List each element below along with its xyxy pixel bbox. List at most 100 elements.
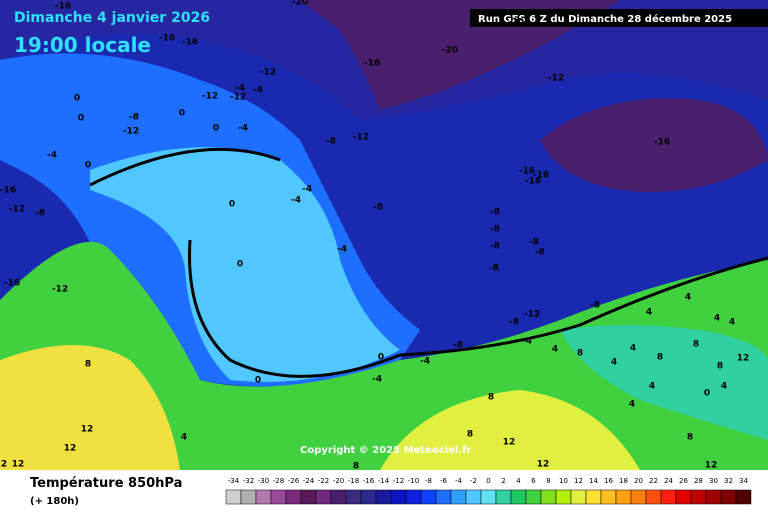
colorbar-label: -6 <box>440 477 448 485</box>
contour-label: 8 <box>693 340 699 350</box>
contour-label: -8 <box>326 137 336 147</box>
run-info: Run GFS 6 Z du Dimanche 28 décembre 2025 <box>478 13 732 25</box>
colorbar-label: 10 <box>559 477 568 485</box>
colorbar-label: -26 <box>288 477 300 485</box>
contour-label: 8 <box>85 360 91 370</box>
contour-label: -4 <box>235 84 245 94</box>
contour-label: -8 <box>490 225 500 235</box>
colorbar-label: -10 <box>408 477 419 485</box>
colorbar-swatch <box>555 489 572 505</box>
contour-label: -4 <box>253 86 263 96</box>
contour-label: 4 <box>629 400 635 410</box>
colorbar-swatch <box>465 489 482 505</box>
contour-label: -8 <box>35 209 45 219</box>
colorbar-swatch <box>390 489 407 505</box>
contour-label: -12 <box>230 93 246 103</box>
colorbar-swatch <box>645 489 662 505</box>
colorbar-label: 14 <box>589 477 598 485</box>
contour-label: 2 <box>1 460 7 470</box>
colorbar-label: 16 <box>604 477 613 485</box>
colorbar-swatch <box>690 489 707 505</box>
colorbar-label: 28 <box>694 477 703 485</box>
colorbar-swatch <box>360 489 377 505</box>
colorbar-label: -20 <box>333 477 344 485</box>
contour-label: 12 <box>64 444 77 454</box>
contour-label: -8 <box>489 264 499 274</box>
contour-label: 0 <box>378 353 384 363</box>
colorbar-label: 6 <box>531 477 536 485</box>
contour-label: 12 <box>503 438 516 448</box>
colorbar-label: -18 <box>348 477 359 485</box>
colorbar-swatch <box>525 489 542 505</box>
contour-label: -8 <box>490 208 500 218</box>
colorbar-label: 4 <box>516 477 521 485</box>
contour-label: 4 <box>181 433 187 443</box>
zero-isotherm <box>89 147 768 378</box>
contour-label: 8 <box>488 393 494 403</box>
forecast-time: 19:00 locale <box>14 33 151 57</box>
contour-label: 8 <box>717 362 723 372</box>
contour-label: 8 <box>657 353 663 363</box>
contour-label: 0 <box>213 124 219 134</box>
contour-label: -12 <box>260 68 276 78</box>
colorbar-label: -2 <box>470 477 477 485</box>
colorbar-label: 26 <box>679 477 688 485</box>
colorbar-swatch <box>585 489 602 505</box>
warmer-region <box>0 345 180 470</box>
contour-label: 0 <box>78 114 84 124</box>
colorbar-swatch <box>315 489 332 505</box>
colorbar-swatch <box>630 489 647 505</box>
colorbar-swatch <box>240 489 257 505</box>
contour-label: -16 <box>654 138 670 148</box>
contour-label: 12 <box>537 460 550 470</box>
contour-label: 0 <box>255 376 261 386</box>
colorbar-label: -22 <box>318 477 329 485</box>
colorbar-swatch <box>540 489 557 505</box>
colorbar-label: 18 <box>619 477 628 485</box>
contour-label: -16 <box>182 38 198 48</box>
colorbar-swatch <box>420 489 437 505</box>
contour-label: 12 <box>737 354 750 364</box>
contour-label: 4 <box>552 345 558 355</box>
contour-label: -12 <box>524 310 540 320</box>
colorbar-label: -12 <box>393 477 404 485</box>
contour-label: -16 <box>159 34 175 44</box>
colorbar-label: 32 <box>724 477 733 485</box>
colorbar-label: 20 <box>634 477 643 485</box>
colorbar-label: -8 <box>425 477 432 485</box>
contour-label: -8 <box>129 113 139 123</box>
contour-label: -4 <box>238 124 248 134</box>
contour-label: 12 <box>12 460 25 470</box>
contour-label: -16 <box>364 59 380 69</box>
colorbar-label: 22 <box>649 477 658 485</box>
contour-label: -8 <box>453 341 463 351</box>
colorbar-swatch <box>255 489 272 505</box>
contour-label: 4 <box>646 308 652 318</box>
colorbar-swatch <box>345 489 362 505</box>
contour-label: -4 <box>420 357 430 367</box>
colorbar-swatch <box>570 489 587 505</box>
colorbar-swatch <box>285 489 302 505</box>
contour-label: -16 <box>525 177 541 187</box>
contour-label: -4 <box>372 375 382 385</box>
contour-label: -12 <box>548 74 564 84</box>
colorbar-swatch <box>450 489 467 505</box>
contour-label: -20 <box>442 46 458 56</box>
colorbar-swatch <box>435 489 452 505</box>
ocean-mild <box>90 147 400 382</box>
colorbar-swatch <box>705 489 722 505</box>
colorbar-label: 34 <box>739 477 748 485</box>
contour-label: -4 <box>522 337 532 347</box>
contour-label: 8 <box>687 433 693 443</box>
colorbar-label: -30 <box>258 477 269 485</box>
contour-label: -8 <box>590 301 600 311</box>
contour-label: 0 <box>237 260 243 270</box>
contour-label: -12 <box>123 127 139 137</box>
contour-label: -8 <box>490 242 500 252</box>
colorbar-label: 24 <box>664 477 673 485</box>
contour-label: 0 <box>74 94 80 104</box>
contour-label: -8 <box>529 238 539 248</box>
colorbar-label: -28 <box>273 477 284 485</box>
colorbar-swatch <box>495 489 512 505</box>
contour-label: -16 <box>0 186 16 196</box>
